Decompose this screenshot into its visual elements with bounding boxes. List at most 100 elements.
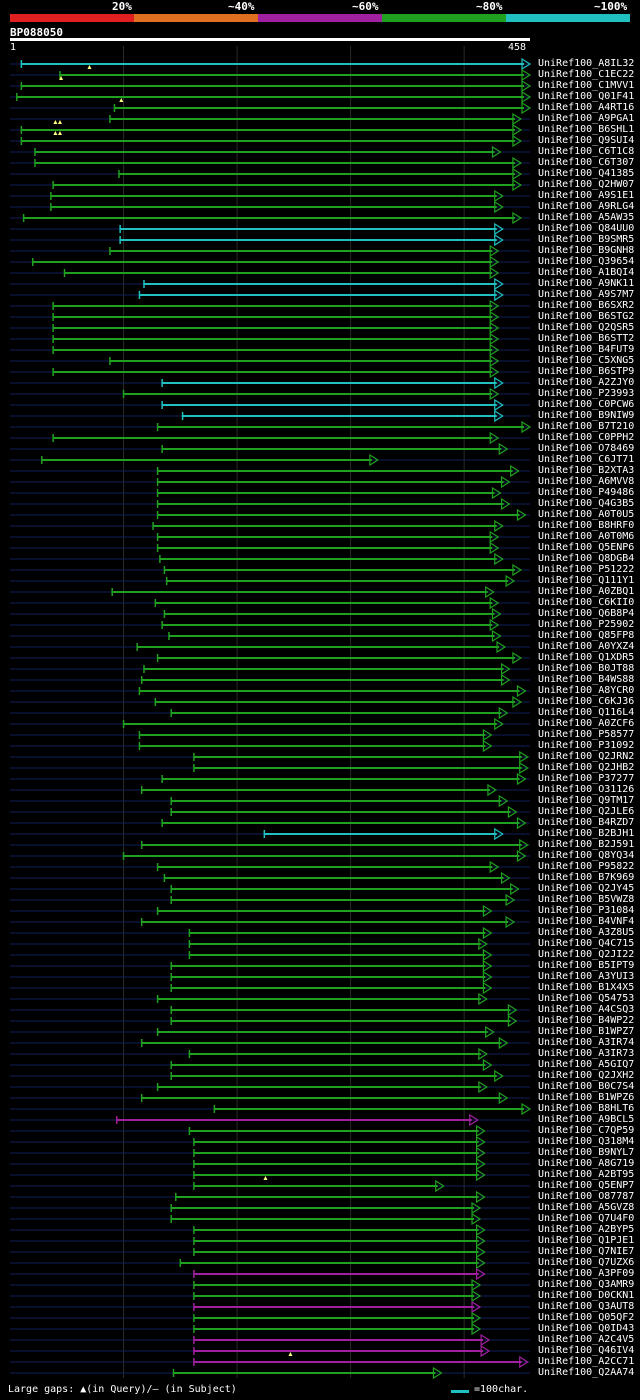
hit-label[interactable]: UniRef100_P37277 bbox=[538, 773, 635, 784]
hit-label[interactable]: UniRef100_P31084 bbox=[538, 905, 635, 916]
hit-label[interactable]: UniRef100_C6KJ36 bbox=[538, 696, 635, 707]
hit-label[interactable]: UniRef100_Q2QSR5 bbox=[538, 322, 635, 333]
hit-label[interactable]: UniRef100_Q54753 bbox=[538, 993, 635, 1004]
hit-label[interactable]: UniRef100_P31092 bbox=[538, 740, 635, 751]
hit-label[interactable]: UniRef100_A5GVZ8 bbox=[538, 1202, 635, 1213]
hit-label[interactable]: UniRef100_O78469 bbox=[538, 443, 635, 454]
hit-label[interactable]: UniRef100_B5VWZ8 bbox=[538, 894, 635, 905]
hit-label[interactable]: UniRef100_Q3AMR9 bbox=[538, 1279, 635, 1290]
hit-label[interactable]: UniRef100_B2BJH1 bbox=[538, 828, 635, 839]
hit-label[interactable]: UniRef100_B9GNH8 bbox=[538, 245, 635, 256]
hit-label[interactable]: UniRef100_B9SMR5 bbox=[538, 234, 635, 245]
hit-label[interactable]: UniRef100_Q1PJE1 bbox=[538, 1235, 635, 1246]
hit-label[interactable]: UniRef100_A2BT95 bbox=[538, 1169, 635, 1180]
hit-label[interactable]: UniRef100_B4FUT9 bbox=[538, 344, 635, 355]
hit-label[interactable]: UniRef100_C5XNG5 bbox=[538, 355, 635, 366]
hit-label[interactable]: UniRef100_A9S7M7 bbox=[538, 289, 635, 300]
hit-label[interactable]: UniRef100_D0CKN1 bbox=[538, 1290, 635, 1301]
hit-label[interactable]: UniRef100_B5IPT9 bbox=[538, 960, 635, 971]
hit-label[interactable]: UniRef100_A4RT16 bbox=[538, 102, 635, 113]
hit-label[interactable]: UniRef100_C0PCW6 bbox=[538, 399, 635, 410]
hit-label[interactable]: UniRef100_Q8YQ34 bbox=[538, 850, 635, 861]
hit-label[interactable]: UniRef100_A5GIQ7 bbox=[538, 1059, 635, 1070]
hit-label[interactable]: UniRef100_Q4C715 bbox=[538, 938, 635, 949]
hit-label[interactable]: UniRef100_Q318M4 bbox=[538, 1136, 635, 1147]
hit-label[interactable]: UniRef100_O87787 bbox=[538, 1191, 635, 1202]
hit-label[interactable]: UniRef100_B6SXR2 bbox=[538, 300, 635, 311]
hit-label[interactable]: UniRef100_P49486 bbox=[538, 487, 635, 498]
hit-label[interactable]: UniRef100_B6STG2 bbox=[538, 311, 635, 322]
hit-label[interactable]: UniRef100_A2BYP5 bbox=[538, 1224, 635, 1235]
hit-label[interactable]: UniRef100_P58577 bbox=[538, 729, 635, 740]
hit-label[interactable]: UniRef100_Q2HW07 bbox=[538, 179, 635, 190]
hit-label[interactable]: UniRef100_B1WPZ7 bbox=[538, 1026, 635, 1037]
hit-label[interactable]: UniRef100_Q7U4F0 bbox=[538, 1213, 635, 1224]
hit-label[interactable]: UniRef100_B0JT88 bbox=[538, 663, 635, 674]
hit-label[interactable]: UniRef100_Q2JI22 bbox=[538, 949, 635, 960]
hit-label[interactable]: UniRef100_B6STP9 bbox=[538, 366, 635, 377]
hit-label[interactable]: UniRef100_A3PF09 bbox=[538, 1268, 635, 1279]
hit-label[interactable]: UniRef100_A0ZCF6 bbox=[538, 718, 635, 729]
hit-label[interactable]: UniRef100_P23993 bbox=[538, 388, 635, 399]
hit-label[interactable]: UniRef100_A8YCR0 bbox=[538, 685, 635, 696]
hit-label[interactable]: UniRef100_B9NYL7 bbox=[538, 1147, 635, 1158]
hit-label[interactable]: UniRef100_C6T307 bbox=[538, 157, 635, 168]
hit-label[interactable]: UniRef100_Q2AA74 bbox=[538, 1367, 635, 1378]
hit-label[interactable]: UniRef100_A0T0M6 bbox=[538, 531, 635, 542]
hit-label[interactable]: UniRef100_A9PGA1 bbox=[538, 113, 635, 124]
hit-label[interactable]: UniRef100_Q0ID43 bbox=[538, 1323, 635, 1334]
hit-label[interactable]: UniRef100_P51222 bbox=[538, 564, 635, 575]
hit-label[interactable]: UniRef100_C1EC22 bbox=[538, 69, 635, 80]
hit-label[interactable]: UniRef100_C6KII0 bbox=[538, 597, 635, 608]
hit-label[interactable]: UniRef100_Q2JXH2 bbox=[538, 1070, 635, 1081]
hit-label[interactable]: UniRef100_Q41385 bbox=[538, 168, 635, 179]
hit-label[interactable]: UniRef100_C6T1C8 bbox=[538, 146, 635, 157]
hit-label[interactable]: UniRef100_Q1XDR5 bbox=[538, 652, 635, 663]
hit-label[interactable]: UniRef100_B4RZD7 bbox=[538, 817, 635, 828]
hit-label[interactable]: UniRef100_A6MVV8 bbox=[538, 476, 635, 487]
hit-label[interactable]: UniRef100_B2XTA3 bbox=[538, 465, 635, 476]
hit-label[interactable]: UniRef100_A8IL32 bbox=[538, 58, 635, 69]
hit-label[interactable]: UniRef100_Q7UZX6 bbox=[538, 1257, 635, 1268]
hit-label[interactable]: UniRef100_A1BQI4 bbox=[538, 267, 635, 278]
hit-label[interactable]: UniRef100_B4WS88 bbox=[538, 674, 635, 685]
hit-label[interactable]: UniRef100_Q5ENP6 bbox=[538, 542, 635, 553]
hit-label[interactable]: UniRef100_B9NIW9 bbox=[538, 410, 635, 421]
hit-label[interactable]: UniRef100_B1WPZ6 bbox=[538, 1092, 635, 1103]
hit-label[interactable]: UniRef100_Q8DGB4 bbox=[538, 553, 635, 564]
hit-label[interactable]: UniRef100_A2C4V5 bbox=[538, 1334, 635, 1345]
hit-label[interactable]: UniRef100_B7T210 bbox=[538, 421, 635, 432]
hit-label[interactable]: UniRef100_Q116L4 bbox=[538, 707, 635, 718]
hit-label[interactable]: UniRef100_Q111Y1 bbox=[538, 575, 635, 586]
hit-label[interactable]: UniRef100_A3IR73 bbox=[538, 1048, 635, 1059]
hit-label[interactable]: UniRef100_C0PPH2 bbox=[538, 432, 635, 443]
hit-label[interactable]: UniRef100_A3IR74 bbox=[538, 1037, 635, 1048]
hit-label[interactable]: UniRef100_B1X4X5 bbox=[538, 982, 635, 993]
hit-label[interactable]: UniRef100_P95822 bbox=[538, 861, 635, 872]
hit-label[interactable]: UniRef100_O31126 bbox=[538, 784, 635, 795]
hit-label[interactable]: UniRef100_Q01F41 bbox=[538, 91, 635, 102]
hit-label[interactable]: UniRef100_Q2JRN2 bbox=[538, 751, 635, 762]
hit-label[interactable]: UniRef100_A4CSQ3 bbox=[538, 1004, 635, 1015]
hit-label[interactable]: UniRef100_B4WP22 bbox=[538, 1015, 635, 1026]
hit-label[interactable]: UniRef100_B7K969 bbox=[538, 872, 635, 883]
hit-label[interactable]: UniRef100_B0C7S4 bbox=[538, 1081, 635, 1092]
hit-label[interactable]: UniRef100_C6JT71 bbox=[538, 454, 635, 465]
hit-label[interactable]: UniRef100_A8G719 bbox=[538, 1158, 635, 1169]
hit-label[interactable]: UniRef100_A3Z8U5 bbox=[538, 927, 635, 938]
hit-label[interactable]: UniRef100_Q7NIE7 bbox=[538, 1246, 635, 1257]
hit-label[interactable]: UniRef100_P25902 bbox=[538, 619, 635, 630]
hit-label[interactable]: UniRef100_B6SHL1 bbox=[538, 124, 635, 135]
hit-label[interactable]: UniRef100_C1MVV1 bbox=[538, 80, 635, 91]
hit-label[interactable]: UniRef100_Q46IV4 bbox=[538, 1345, 635, 1356]
hit-label[interactable]: UniRef100_A5AW35 bbox=[538, 212, 635, 223]
hit-label[interactable]: UniRef100_A9RLG4 bbox=[538, 201, 635, 212]
hit-label[interactable]: UniRef100_C7QP59 bbox=[538, 1125, 635, 1136]
hit-label[interactable]: UniRef100_Q85FP8 bbox=[538, 630, 635, 641]
hit-label[interactable]: UniRef100_Q6B8P4 bbox=[538, 608, 635, 619]
hit-label[interactable]: UniRef100_Q05QF2 bbox=[538, 1312, 635, 1323]
hit-label[interactable]: UniRef100_B2J591 bbox=[538, 839, 635, 850]
hit-label[interactable]: UniRef100_Q2JY45 bbox=[538, 883, 635, 894]
hit-label[interactable]: UniRef100_B6STT2 bbox=[538, 333, 635, 344]
hit-label[interactable]: UniRef100_A0ZBQ1 bbox=[538, 586, 635, 597]
